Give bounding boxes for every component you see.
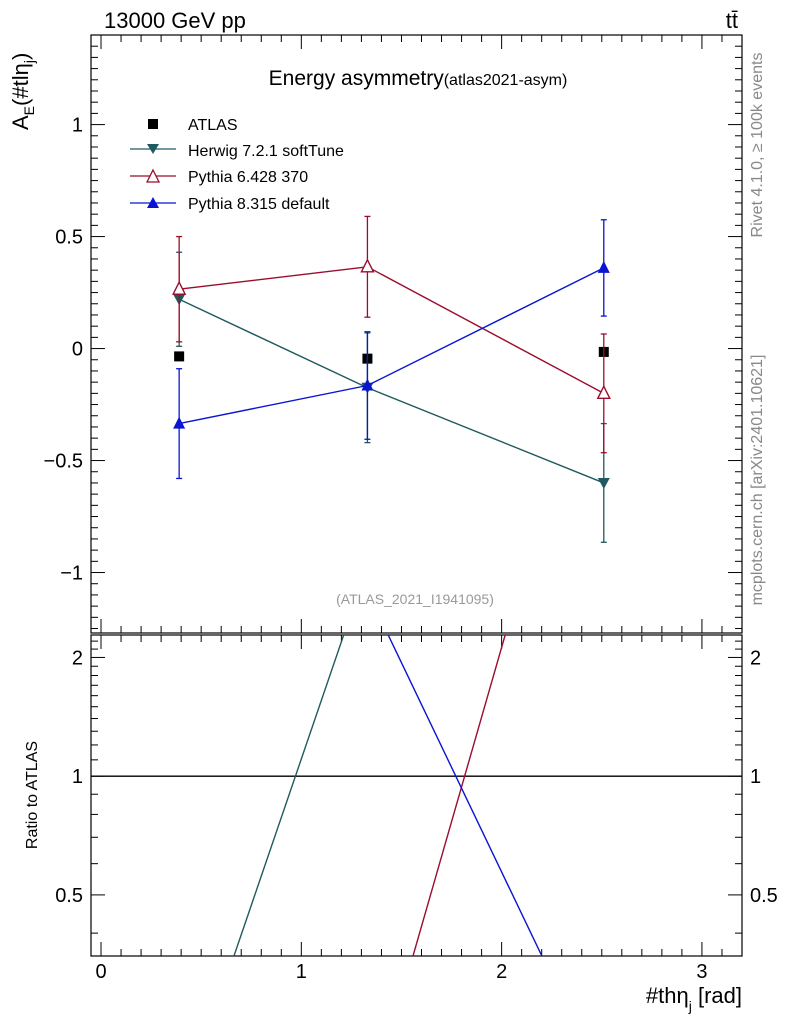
ratio-y-tick-label-right: 1 bbox=[750, 766, 761, 788]
x-tick-label: 1 bbox=[296, 961, 307, 983]
main-data-layer bbox=[172, 215, 611, 543]
ratio-y-axis-label: Ratio to ATLAS bbox=[24, 741, 41, 849]
main-panel: 1 0.5 0 −0.5 −1 Energy asymmetry(atlas2021-a… bbox=[8, 34, 743, 634]
series-line-pythia8 bbox=[178, 267, 605, 425]
legend-item-pythia8: Pythia 8.315 default bbox=[130, 196, 330, 213]
ratio-y-axis: 2 2 1 1 0.5 0.5 bbox=[55, 640, 778, 934]
ratio-x-axis: 0 1 2 3 bbox=[95, 635, 723, 983]
data-point-pythia6 bbox=[360, 258, 375, 273]
legend-label-pythia6: Pythia 6.428 370 bbox=[188, 169, 308, 186]
legend-marker-pythia8 bbox=[147, 197, 159, 208]
main-y-tick-label: −0.5 bbox=[44, 451, 83, 473]
x-tick-label: 3 bbox=[696, 961, 707, 983]
analysis-watermark: (ATLAS_2021_I1941095) bbox=[336, 591, 494, 607]
ratio-y-tick-label-right: 2 bbox=[750, 647, 761, 669]
data-point-pythia8 bbox=[173, 416, 186, 429]
main-y-tick-label: 0.5 bbox=[55, 227, 83, 249]
ratio-frame bbox=[90, 634, 743, 957]
data-point-pythia8 bbox=[361, 378, 374, 391]
ratio-y-tick-label-right: 0.5 bbox=[750, 885, 778, 907]
series-line-herwig bbox=[178, 298, 605, 484]
data-point-herwig bbox=[597, 477, 610, 489]
ratio-data-layer bbox=[91, 635, 742, 956]
legend-item-pythia6: Pythia 6.428 370 bbox=[130, 168, 308, 186]
legend-item-herwig: Herwig 7.2.1 softTune bbox=[130, 143, 344, 160]
data-point-pythia6 bbox=[172, 280, 187, 295]
legend: ATLAS Herwig 7.2.1 softTune Pythia 6.428… bbox=[130, 117, 344, 213]
legend-marker-pythia6 bbox=[145, 168, 161, 183]
rivet-version-label: Rivet 4.1.0, ≥ 100k events bbox=[749, 53, 766, 238]
legend-label-atlas: ATLAS bbox=[188, 117, 238, 134]
title-text: Energy asymmetry bbox=[269, 67, 445, 90]
main-frame bbox=[90, 34, 743, 634]
ratio-line-herwig bbox=[233, 635, 345, 956]
legend-label-pythia8: Pythia 8.315 default bbox=[188, 196, 330, 213]
ratio-y-tick-label: 2 bbox=[72, 647, 83, 669]
main-y-axis: 1 0.5 0 −0.5 −1 bbox=[44, 45, 742, 630]
ratio-y-tick-label: 0.5 bbox=[55, 885, 83, 907]
ratio-line-pythia6 bbox=[412, 635, 506, 956]
mcplots-label: mcplots.cern.ch [arXiv:2401.10621] bbox=[749, 355, 766, 606]
main-y-axis-label: AE(#tlηj) bbox=[8, 53, 37, 130]
ratio-panel: 2 2 1 1 0.5 0.5 0 1 2 3 Ratio to ATLAS #thηj [ra… bbox=[24, 634, 778, 1014]
series-line-pythia6 bbox=[179, 266, 605, 394]
x-tick-label: 2 bbox=[496, 961, 507, 983]
x-axis-label: #thηj [rad] bbox=[646, 983, 742, 1014]
main-y-tick-label: 1 bbox=[72, 115, 83, 137]
legend-marker-atlas bbox=[148, 119, 158, 129]
data-point-atlas bbox=[174, 351, 185, 362]
ratio-line-pythia8 bbox=[387, 635, 543, 956]
data-point-pythia8 bbox=[597, 260, 610, 273]
legend-label-herwig: Herwig 7.2.1 softTune bbox=[188, 143, 344, 160]
main-y-tick-label: 0 bbox=[72, 339, 83, 361]
main-y-tick-label: −1 bbox=[60, 563, 83, 585]
data-point-pythia6 bbox=[596, 384, 611, 400]
title-subtitle: (atlas2021-asym) bbox=[444, 72, 568, 89]
ratio-y-tick-label: 1 bbox=[72, 766, 83, 788]
process-label: tt̄ bbox=[726, 8, 738, 33]
energy-label: 13000 GeV pp bbox=[104, 8, 246, 33]
legend-item-atlas: ATLAS bbox=[148, 117, 238, 134]
main-x-ticks bbox=[100, 35, 723, 633]
x-tick-label: 0 bbox=[95, 961, 106, 983]
legend-marker-herwig bbox=[147, 144, 159, 154]
main-title: Energy asymmetry(atlas2021-asym) bbox=[269, 67, 568, 90]
